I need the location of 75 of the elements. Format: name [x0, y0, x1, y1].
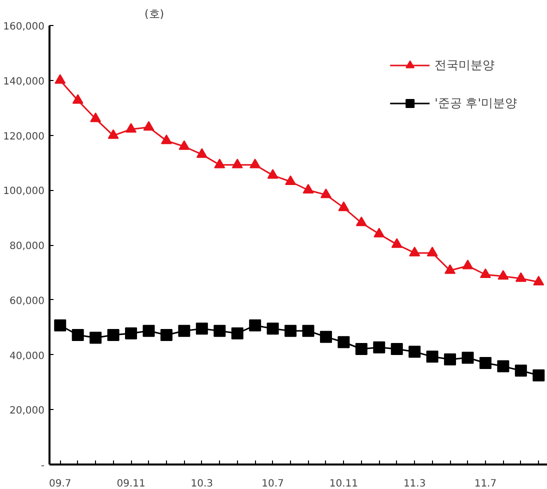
point — [143, 121, 154, 131]
point — [285, 175, 296, 186]
point — [498, 270, 509, 280]
point — [214, 158, 226, 168]
point — [72, 94, 84, 104]
point — [338, 201, 350, 212]
point — [426, 350, 438, 363]
y-axis-title: (호) — [144, 8, 164, 20]
point — [125, 327, 138, 340]
point — [533, 276, 544, 286]
point — [391, 238, 402, 248]
point — [320, 188, 332, 198]
x-tick-label: 10.7 — [262, 478, 284, 489]
point — [90, 112, 102, 122]
point — [390, 342, 403, 355]
x-tick-label: 09.7 — [49, 478, 72, 489]
point — [284, 324, 297, 337]
point — [374, 228, 385, 238]
point — [462, 352, 474, 364]
point — [409, 246, 420, 256]
x-tick-label: 10.11 — [329, 478, 358, 489]
point — [196, 322, 208, 335]
point — [54, 74, 66, 84]
point — [196, 148, 208, 158]
point — [356, 216, 367, 226]
point — [160, 134, 172, 144]
y-tick-label: 160,000 — [3, 22, 45, 32]
y-tick-label: - — [40, 460, 45, 472]
point — [178, 324, 190, 337]
point — [302, 184, 314, 194]
y-tick-label: 40,000 — [10, 350, 45, 362]
legend-label: '준공 후'미분양 — [434, 94, 517, 112]
point — [497, 360, 510, 372]
legend-label: 전국미분양 — [434, 56, 495, 74]
point — [266, 322, 279, 335]
point — [231, 327, 244, 340]
point — [107, 328, 120, 341]
point — [444, 264, 456, 274]
y-tick-label: 140,000 — [3, 76, 45, 88]
point — [479, 356, 492, 369]
point — [160, 328, 172, 341]
point — [72, 328, 84, 341]
point — [444, 353, 456, 366]
y-tick-label: 80,000 — [10, 241, 45, 252]
point — [108, 129, 119, 139]
point — [142, 324, 155, 337]
point — [480, 268, 491, 278]
point — [249, 319, 262, 332]
point — [355, 342, 368, 355]
point — [214, 324, 226, 337]
y-tick-label: 120,000 — [3, 131, 45, 142]
point — [126, 122, 137, 133]
point — [90, 332, 102, 344]
point — [54, 319, 66, 332]
point — [408, 346, 421, 358]
x-tick-label: 11.3 — [403, 478, 426, 489]
point — [373, 341, 386, 354]
point — [338, 336, 350, 348]
x-tick-label: 09.11 — [116, 478, 146, 489]
point — [426, 246, 438, 256]
y-tick-label: 20,000 — [10, 406, 45, 417]
x-tick-label: 10.3 — [190, 478, 214, 489]
point — [515, 272, 526, 282]
point — [514, 364, 527, 377]
point — [267, 169, 278, 179]
point — [462, 260, 474, 270]
y-tick-label: 100,000 — [3, 186, 45, 198]
x-tick-label: 11.7 — [474, 478, 497, 489]
point — [320, 330, 332, 343]
point — [302, 324, 314, 337]
point — [250, 158, 261, 168]
point — [178, 140, 190, 150]
point — [232, 158, 243, 168]
y-tick-label: 60,000 — [10, 296, 45, 307]
point — [532, 369, 545, 382]
